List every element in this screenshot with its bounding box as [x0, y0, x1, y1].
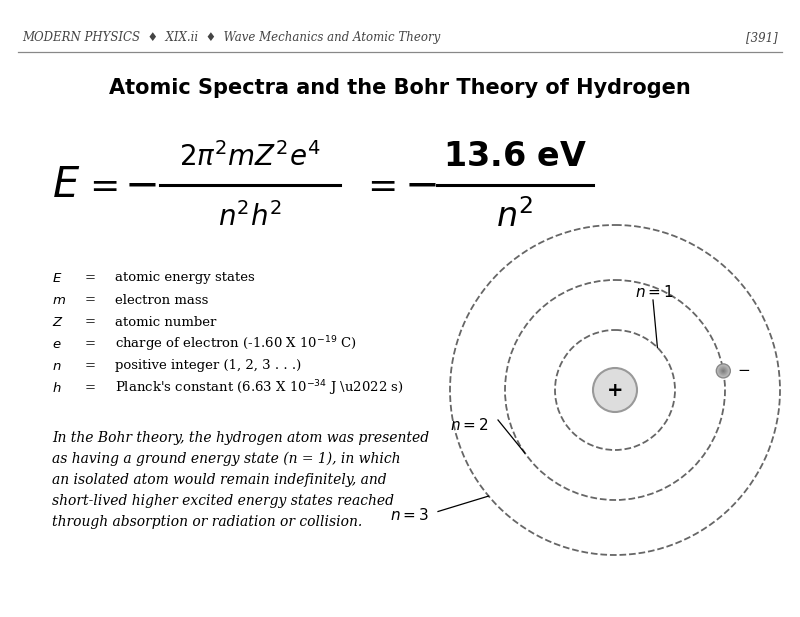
Text: $n = 2$: $n = 2$ — [450, 417, 489, 433]
Text: $=$: $=$ — [82, 168, 118, 202]
Text: =: = — [85, 337, 95, 350]
Text: $2\pi^2mZ^2e^4$: $2\pi^2mZ^2e^4$ — [179, 142, 321, 172]
Text: Planck's constant (6.63 X 10$^{-34}$ J \u2022 s): Planck's constant (6.63 X 10$^{-34}$ J \… — [115, 378, 404, 398]
Text: $\mathbf{13.6}$ $\mathbf{eV}$: $\mathbf{13.6}$ $\mathbf{eV}$ — [443, 141, 587, 173]
Text: $n^2h^2$: $n^2h^2$ — [218, 202, 282, 232]
Text: =: = — [85, 360, 95, 373]
Text: =: = — [85, 271, 95, 284]
Text: $\mathit{Z}$: $\mathit{Z}$ — [52, 315, 64, 328]
Text: $-$: $-$ — [404, 164, 436, 206]
Text: $\mathit{m}$: $\mathit{m}$ — [52, 294, 66, 307]
Circle shape — [602, 376, 629, 404]
Circle shape — [593, 368, 637, 412]
Text: =: = — [85, 315, 95, 328]
Circle shape — [604, 379, 626, 401]
Text: $=$: $=$ — [360, 168, 396, 202]
Text: electron mass: electron mass — [115, 294, 208, 307]
Text: =: = — [85, 381, 95, 394]
Text: $\mathit{E}$: $\mathit{E}$ — [52, 164, 80, 206]
Text: MODERN PHYSICS  ♦  XIX.ii  ♦  Wave Mechanics and Atomic Theory: MODERN PHYSICS ♦ XIX.ii ♦ Wave Mechanics… — [22, 31, 440, 44]
Circle shape — [718, 365, 729, 377]
Text: short-lived higher excited energy states reached: short-lived higher excited energy states… — [52, 494, 394, 508]
Text: $\mathit{h}$: $\mathit{h}$ — [52, 381, 62, 395]
Text: In the Bohr theory, the hydrogen atom was presented: In the Bohr theory, the hydrogen atom wa… — [52, 431, 429, 445]
Text: $n = 3$: $n = 3$ — [390, 508, 429, 523]
Circle shape — [596, 371, 634, 409]
Circle shape — [720, 367, 727, 375]
Text: $\mathit{e}$: $\mathit{e}$ — [52, 337, 62, 350]
Text: positive integer (1, 2, 3 . . .): positive integer (1, 2, 3 . . .) — [115, 360, 302, 373]
Text: as having a ground energy state (n = 1), in which: as having a ground energy state (n = 1),… — [52, 452, 401, 466]
Text: Atomic Spectra and the Bohr Theory of Hydrogen: Atomic Spectra and the Bohr Theory of Hy… — [109, 78, 691, 98]
Text: +: + — [606, 381, 623, 399]
Text: $n = 1$: $n = 1$ — [635, 284, 674, 300]
Text: $-$: $-$ — [124, 164, 156, 206]
Text: $-$: $-$ — [738, 362, 750, 376]
Circle shape — [610, 384, 621, 395]
Text: an isolated atom would remain indefinitely, and: an isolated atom would remain indefinite… — [52, 473, 386, 487]
Text: through absorption or radiation or collision.: through absorption or radiation or colli… — [52, 515, 362, 529]
Text: $\mathit{n}$: $\mathit{n}$ — [52, 360, 62, 373]
Text: $n^2$: $n^2$ — [496, 200, 534, 234]
Circle shape — [718, 366, 728, 376]
Circle shape — [716, 364, 730, 378]
Text: atomic number: atomic number — [115, 315, 216, 328]
Text: charge of electron (-1.60 X 10$^{-19}$ C): charge of electron (-1.60 X 10$^{-19}$ C… — [115, 334, 357, 354]
Circle shape — [612, 387, 618, 393]
Text: $\mathit{E}$: $\mathit{E}$ — [52, 271, 62, 284]
Circle shape — [598, 373, 631, 407]
Text: atomic energy states: atomic energy states — [115, 271, 254, 284]
Text: =: = — [85, 294, 95, 307]
Text: [391]: [391] — [746, 31, 778, 44]
Circle shape — [721, 368, 726, 373]
Circle shape — [606, 382, 623, 398]
Circle shape — [722, 370, 725, 372]
